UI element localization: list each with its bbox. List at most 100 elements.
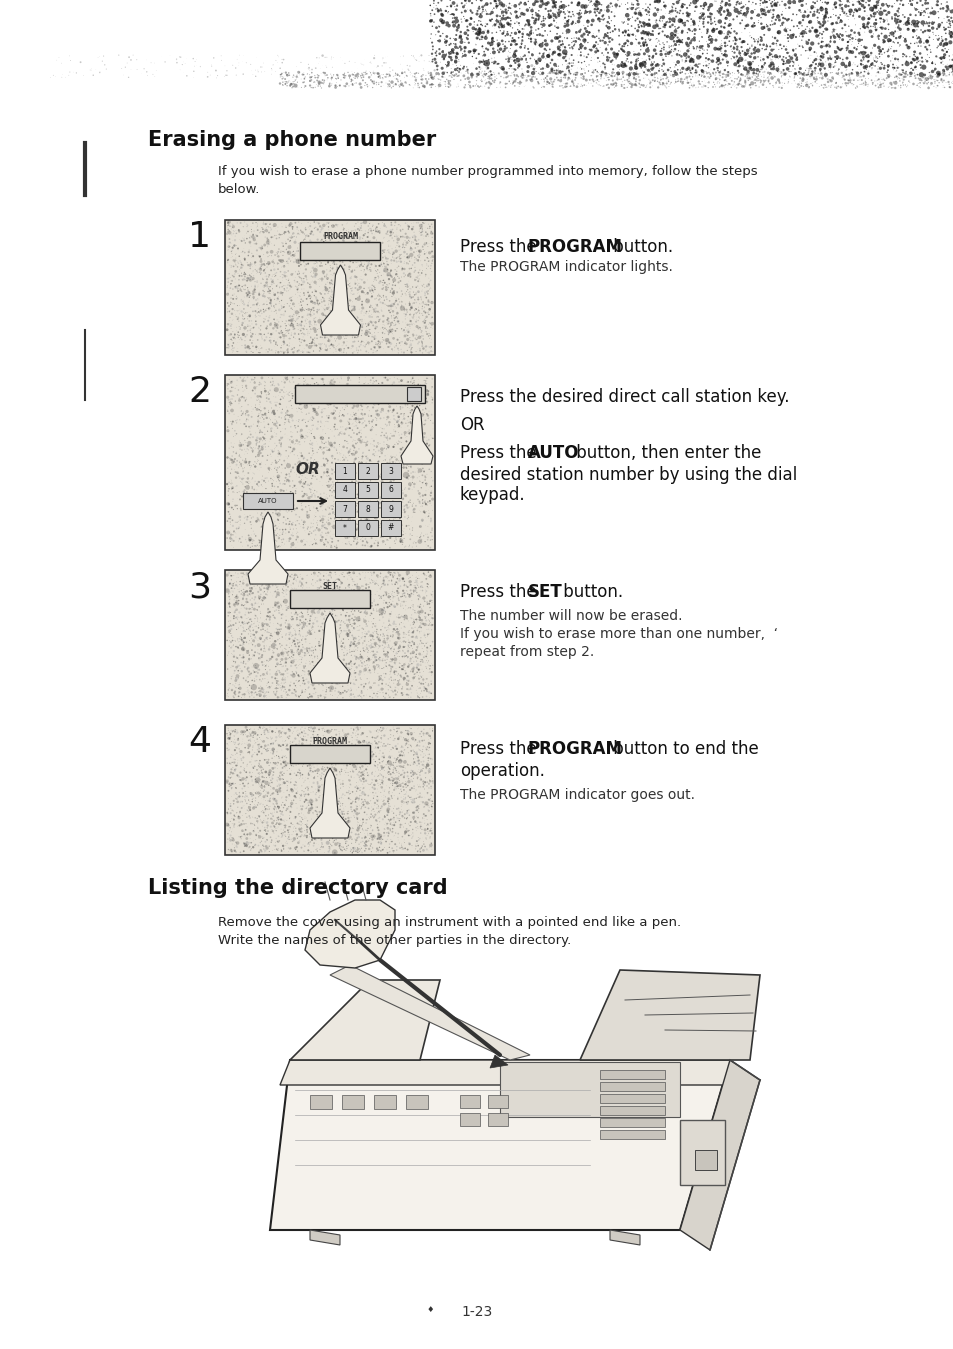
Point xyxy=(305,761,320,782)
Point xyxy=(245,461,260,483)
Point xyxy=(412,264,427,286)
Point xyxy=(499,22,515,43)
Point xyxy=(442,47,457,69)
Point xyxy=(746,74,761,96)
Point xyxy=(303,513,318,534)
Point xyxy=(460,74,476,96)
Point xyxy=(318,266,334,287)
Point xyxy=(262,509,277,530)
Point xyxy=(233,755,249,777)
Point xyxy=(469,39,484,61)
Point xyxy=(419,643,435,665)
Point xyxy=(866,3,882,24)
Point xyxy=(332,386,347,407)
Point xyxy=(252,436,267,457)
Point xyxy=(291,471,306,492)
Point xyxy=(344,735,359,757)
Point xyxy=(331,322,346,344)
Point xyxy=(373,235,388,256)
Point xyxy=(655,71,670,93)
Point xyxy=(314,619,330,641)
Point xyxy=(345,510,360,532)
Point xyxy=(341,411,356,433)
Point xyxy=(395,648,410,669)
Point xyxy=(340,244,355,266)
Point xyxy=(232,527,247,549)
Point xyxy=(513,0,528,13)
Point xyxy=(295,233,311,255)
Point xyxy=(375,602,391,623)
Point xyxy=(288,681,303,703)
Point xyxy=(282,785,297,807)
Point xyxy=(708,19,723,40)
Point xyxy=(359,765,375,786)
Point xyxy=(300,672,315,693)
Point xyxy=(222,596,237,618)
Point xyxy=(273,774,288,796)
Point xyxy=(382,585,397,607)
Point xyxy=(247,367,262,389)
Point xyxy=(400,813,416,835)
Point xyxy=(361,321,376,343)
Point xyxy=(366,298,381,320)
Point xyxy=(268,451,283,472)
Point xyxy=(314,827,329,849)
Point xyxy=(321,803,336,824)
Point xyxy=(352,664,367,685)
Point xyxy=(274,604,289,626)
Point xyxy=(225,217,240,239)
Point xyxy=(395,639,410,661)
Point xyxy=(289,314,304,336)
Point xyxy=(397,383,413,405)
Point xyxy=(298,308,314,329)
Point xyxy=(382,295,397,317)
Point xyxy=(297,309,313,331)
Point xyxy=(319,614,335,635)
Point xyxy=(390,673,405,695)
Point xyxy=(375,838,391,859)
Point xyxy=(255,683,271,704)
Point xyxy=(381,781,396,803)
Point xyxy=(780,27,795,49)
Point xyxy=(413,270,428,291)
Point xyxy=(423,510,438,532)
Point xyxy=(590,40,605,62)
Point xyxy=(550,38,565,59)
Point xyxy=(386,372,401,394)
Point xyxy=(395,654,411,676)
Point xyxy=(400,768,416,789)
Point xyxy=(726,0,741,18)
Point xyxy=(898,51,913,73)
Point xyxy=(261,754,276,776)
Point xyxy=(259,816,274,838)
Point xyxy=(305,569,320,591)
Point xyxy=(840,0,855,18)
Point xyxy=(335,464,350,486)
Point xyxy=(407,608,422,630)
Bar xyxy=(488,1095,507,1108)
Point xyxy=(335,332,351,353)
Point xyxy=(316,584,332,606)
Point xyxy=(361,240,376,262)
Point xyxy=(294,815,309,836)
Point xyxy=(864,23,880,45)
Point xyxy=(274,666,290,688)
Point xyxy=(396,807,412,828)
Point xyxy=(360,817,375,839)
Point xyxy=(416,76,431,97)
Point xyxy=(405,826,420,847)
Point xyxy=(860,76,875,97)
Point xyxy=(287,564,302,585)
Point xyxy=(382,321,397,343)
Point xyxy=(384,679,399,700)
Point xyxy=(653,67,668,89)
Point xyxy=(326,487,341,509)
Point xyxy=(278,491,294,513)
Point xyxy=(649,70,664,92)
Point xyxy=(248,397,263,418)
Point xyxy=(375,510,390,532)
Point xyxy=(255,801,271,823)
Point xyxy=(916,73,931,94)
Point xyxy=(283,716,298,738)
Point xyxy=(439,3,455,24)
